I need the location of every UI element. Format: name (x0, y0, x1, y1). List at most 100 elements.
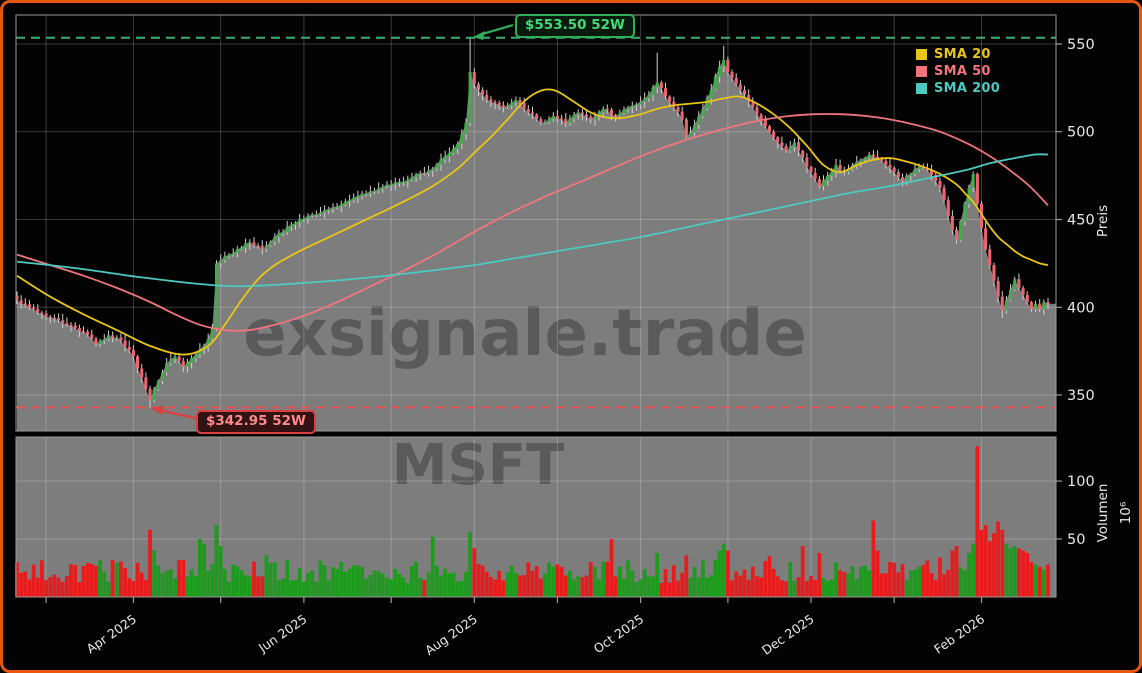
price-tick-label: 500 (1067, 125, 1095, 141)
volume-bar (846, 573, 851, 597)
volume-bar (1041, 569, 1046, 597)
candle-body (1009, 289, 1013, 301)
candle-body (826, 175, 830, 181)
candle-body (1013, 279, 1017, 290)
watermark-brand: exsignale.trade (243, 297, 807, 371)
candle-body (136, 356, 140, 369)
volume-bar (501, 580, 506, 597)
candle-body (223, 256, 227, 261)
x-tick-label: Apr 2025 (83, 611, 139, 656)
volume-bar (667, 582, 672, 597)
volume-bar (713, 560, 718, 597)
volume-bar (1000, 529, 1005, 597)
legend-label-sma20: SMA 20 (934, 46, 991, 62)
candle-body (605, 108, 609, 111)
volume-bar (102, 571, 107, 597)
volume-bar (721, 543, 726, 597)
volume-bar (472, 548, 477, 597)
candle-body (48, 316, 52, 318)
candle-body (231, 253, 235, 255)
volume-bar (218, 546, 223, 597)
volume-bar (784, 581, 788, 597)
candle-body (942, 187, 946, 201)
candle-body (385, 184, 389, 187)
volume-bar (297, 568, 302, 597)
volume-bar (671, 565, 676, 597)
volume-bar (77, 582, 82, 597)
candle-body (593, 116, 597, 120)
volume-bar (302, 581, 306, 597)
candle-body (651, 87, 655, 95)
candle-body (389, 184, 393, 186)
volume-bar (593, 566, 597, 597)
volume-bar (148, 529, 152, 597)
volume-bar (800, 546, 805, 597)
volume-bar (892, 562, 897, 597)
volume-bar (638, 579, 643, 597)
candle-body (838, 165, 842, 170)
candle-body (90, 334, 94, 339)
candle-body (501, 105, 505, 108)
candle-body (859, 159, 863, 162)
volume-bar (792, 580, 797, 597)
volume-bar (322, 565, 327, 597)
volume-bar (277, 580, 281, 597)
candle-body (730, 72, 734, 78)
volume-bar (426, 572, 431, 597)
candle-body (767, 126, 771, 132)
candle-body (543, 122, 547, 124)
candle-body (614, 115, 618, 117)
volume-bar (605, 561, 610, 597)
candle-body (934, 174, 938, 181)
volume-bar (938, 557, 942, 597)
candle-body (1034, 303, 1038, 309)
volume-bar (875, 550, 880, 597)
layer-sma (16, 88, 1049, 356)
volume-bar (755, 576, 759, 597)
candle-body (431, 168, 435, 171)
candle-body (684, 119, 688, 137)
volume-bar (688, 577, 693, 597)
volume-bar (942, 574, 946, 597)
candle-body (352, 197, 356, 201)
volume-bar (975, 446, 980, 597)
volume-bar (726, 550, 730, 597)
candle-body (94, 338, 98, 345)
volume-bar (933, 580, 938, 597)
volume-bar (339, 561, 344, 597)
candle-body (472, 72, 476, 85)
candle-body (759, 114, 763, 120)
volume-bar (360, 566, 364, 597)
annotation-52w-high: $553.50 52W (515, 14, 635, 38)
candle-body (555, 115, 559, 119)
volume-bar (397, 573, 402, 597)
candle-body (414, 174, 418, 178)
candle-body (763, 119, 767, 127)
candle-body (69, 324, 73, 326)
candle-body (510, 102, 514, 106)
candle-body (846, 168, 850, 173)
volume-bar (584, 575, 589, 597)
volume-bar (110, 560, 115, 597)
sma50-swatch-icon (916, 65, 927, 77)
candle-body (402, 181, 406, 183)
volume-bar (730, 580, 734, 597)
candle-body (127, 346, 131, 351)
candle-body (298, 219, 302, 223)
candle-body (273, 237, 277, 242)
volume-bar (921, 564, 926, 597)
candle-body (946, 200, 950, 216)
volume-bar (152, 550, 157, 597)
volume-bar (231, 564, 236, 597)
candle-body (377, 188, 381, 191)
candle-body (348, 200, 352, 202)
volume-bar (123, 568, 127, 597)
volume-bar (946, 569, 951, 597)
volume-bar (89, 564, 94, 597)
volume-bar (401, 577, 406, 597)
candle-body (705, 98, 709, 109)
candle-body (169, 359, 173, 364)
volume-bar (642, 569, 647, 597)
volume-bar (705, 577, 709, 597)
volume-bar (364, 578, 369, 597)
